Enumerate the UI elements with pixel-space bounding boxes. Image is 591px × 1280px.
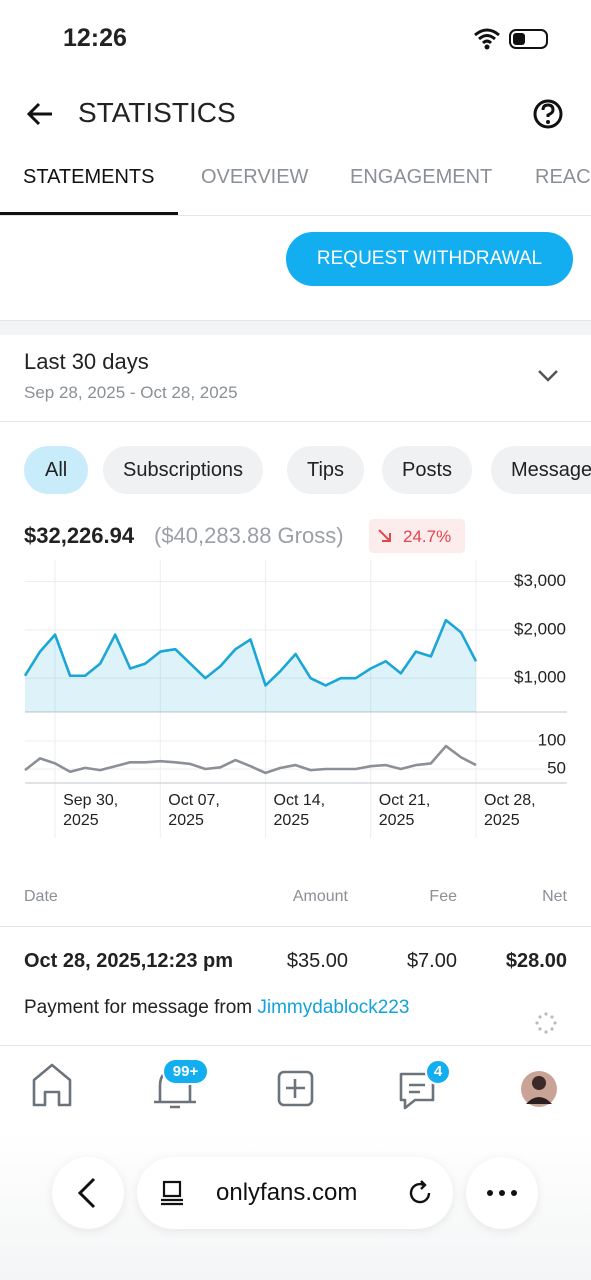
y-tick-label: 100 [538, 730, 566, 749]
tab[interactable]: STATEMENTS [23, 166, 155, 188]
column-header: Date [24, 888, 58, 905]
divider [0, 1045, 591, 1046]
change-value: 24.7% [403, 527, 452, 546]
gross-total: ($40,283.88 Gross) [154, 523, 344, 548]
row-fee: $7.00 [406, 950, 457, 972]
row-date: Oct 28, 2025,12:23 pm [24, 950, 234, 972]
y-tick-label: $1,000 [514, 668, 566, 687]
area [25, 620, 476, 712]
period-range: Sep 28, 2025 - Oct 28, 2025 [24, 383, 238, 402]
x-tick-label: Oct 07, 2025 [168, 792, 220, 829]
down-arrow [378, 529, 391, 542]
row-description: Payment for message from Jimmydablock223 [24, 997, 409, 1019]
chart: $1,000 $2,000 $3,000 50 100 [23, 560, 567, 838]
filter-chip[interactable]: Posts [382, 446, 473, 494]
column-header: Fee [429, 888, 457, 905]
page-title: STATISTICS [78, 97, 236, 128]
url: onlyfans.com [216, 1179, 358, 1206]
y-tick-label: $2,000 [514, 619, 566, 638]
home-icon[interactable] [32, 1063, 72, 1107]
filter-chip[interactable]: Messages [491, 446, 591, 494]
add-icon[interactable] [277, 1070, 314, 1107]
tab-indicator [0, 212, 178, 215]
user-link[interactable]: Jimmydablock223 [257, 997, 410, 1018]
divider [0, 421, 591, 422]
notifications-badge: 99+ [172, 1063, 199, 1080]
divider [0, 320, 591, 335]
net-total: $32,226.94 [24, 523, 135, 548]
filter-chip[interactable]: Subscriptions [103, 446, 264, 494]
messages-badge: 4 [433, 1063, 443, 1080]
x-tick-label: Oct 14, 2025 [273, 792, 326, 829]
divider [0, 215, 591, 216]
change-badge: 24.7% [369, 519, 465, 553]
row-amount: $35.00 [286, 950, 348, 972]
x-tick-label: Oct 28, 2025 [484, 792, 536, 829]
filter-chip[interactable]: All [24, 446, 89, 494]
x-tick-label: Oct 21, 2025 [378, 792, 431, 829]
description-text: Payment for message from [24, 997, 253, 1018]
x-tick-label: Sep 30, 2025 [63, 792, 119, 829]
y-tick-label: 50 [547, 758, 566, 777]
y-tick-label: $3,000 [514, 571, 566, 590]
column-header: Net [542, 888, 567, 905]
column-header: Amount [292, 888, 348, 905]
back-button[interactable] [24, 98, 56, 130]
divider [0, 926, 591, 927]
period-dropdown[interactable] [536, 366, 560, 386]
bottom-nav [32, 1058, 557, 1110]
address-bar[interactable]: onlyfans.com [137, 1157, 453, 1229]
status-icons [474, 28, 548, 50]
tab[interactable]: OVERVIEW [201, 166, 309, 188]
tab[interactable]: REACH [535, 166, 591, 188]
period-title[interactable]: Last 30 days [24, 349, 149, 374]
row-net: $28.00 [505, 950, 567, 972]
help-button[interactable] [532, 98, 564, 130]
loading-spinner [535, 1012, 557, 1034]
browser-back[interactable] [52, 1157, 124, 1229]
status-time: 12:26 [63, 24, 127, 52]
filter-chip[interactable]: Tips [287, 446, 365, 494]
tab[interactable]: ENGAGEMENT [350, 166, 493, 188]
line [24, 744, 477, 775]
line [23, 618, 478, 687]
withdraw-button[interactable]: REQUEST WITHDRAWAL [286, 232, 573, 286]
browser-menu[interactable] [466, 1157, 538, 1229]
